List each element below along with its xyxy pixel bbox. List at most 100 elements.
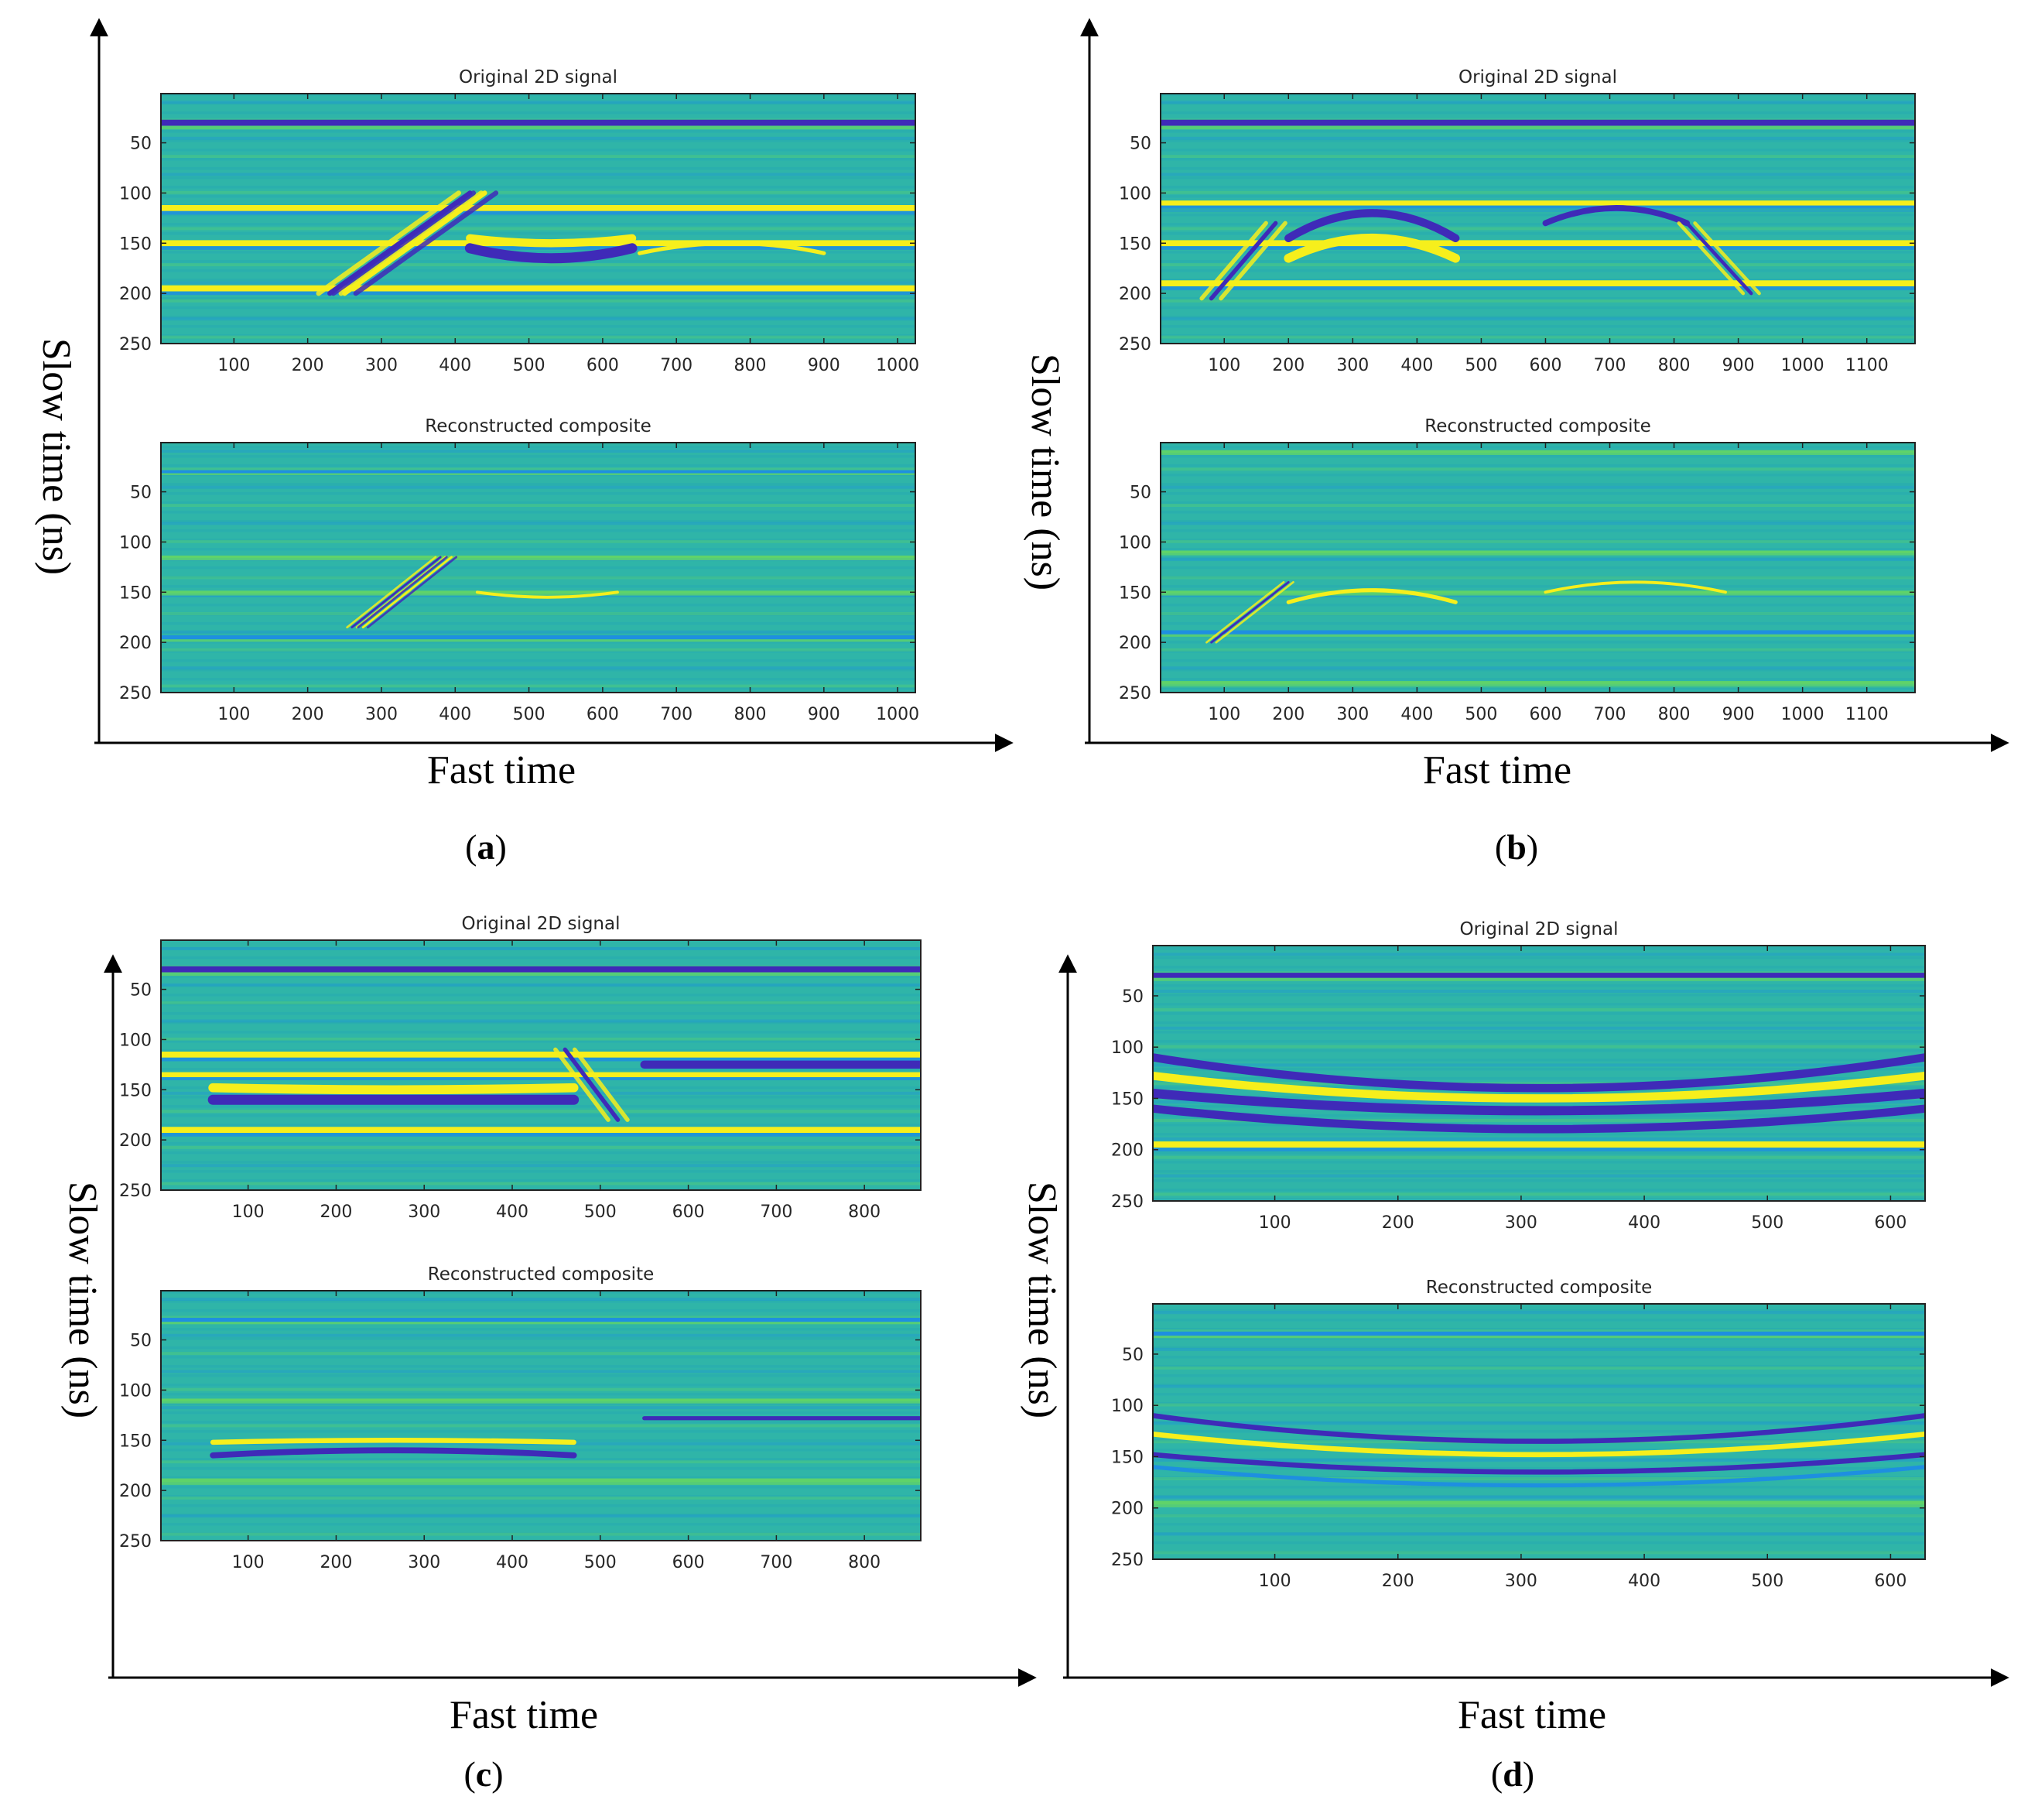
x-axis-label: Fast time bbox=[1458, 1693, 1606, 1737]
horizontal-band bbox=[161, 1051, 921, 1058]
faint-band bbox=[161, 1460, 921, 1464]
y-tick-label: 100 bbox=[1119, 533, 1151, 552]
horizontal-band-edge bbox=[161, 639, 915, 642]
faint-band bbox=[161, 1019, 921, 1023]
horizontal-band bbox=[161, 285, 915, 292]
horizontal-band bbox=[1161, 550, 1915, 554]
y-tick-label: 150 bbox=[119, 1432, 152, 1451]
y-tick-label: 50 bbox=[130, 135, 152, 154]
x-tick-label: 900 bbox=[808, 705, 840, 724]
slanted-reflection bbox=[367, 556, 458, 629]
faint-band bbox=[1153, 1347, 1925, 1351]
slanted-reflection bbox=[1215, 580, 1294, 644]
horizontal-band bbox=[1161, 590, 1915, 594]
faint-band bbox=[161, 317, 915, 321]
x-tick-label: 600 bbox=[1874, 1213, 1906, 1233]
horizontal-band bbox=[1161, 119, 1915, 126]
faint-band bbox=[161, 576, 915, 580]
x-tick-label: 400 bbox=[1628, 1572, 1660, 1591]
y-tick-label: 200 bbox=[1111, 1141, 1144, 1161]
caption-open-paren: ( bbox=[1495, 827, 1506, 867]
heatmap-background bbox=[161, 94, 915, 344]
faint-band bbox=[1153, 1137, 1925, 1141]
faint-band bbox=[1161, 155, 1915, 159]
panel-caption: (d) bbox=[1491, 1754, 1534, 1794]
hyperbolic-reflection bbox=[1284, 209, 1460, 242]
subplot-title: Reconstructed composite bbox=[428, 1264, 655, 1285]
faint-band bbox=[161, 227, 915, 231]
original-2d-signal-plot: Original 2D signal 100 200 300 400 500 600 700 8… bbox=[119, 67, 919, 375]
horizontal-band bbox=[161, 1398, 921, 1402]
x-tick-label: 100 bbox=[217, 356, 250, 375]
y-tick-label: 250 bbox=[119, 684, 152, 703]
panel-b: Original 2D signal 100 200 300 400 500 600 700 8… bbox=[1023, 18, 2009, 867]
x-tick-label: 400 bbox=[439, 356, 471, 375]
faint-band bbox=[1153, 1551, 1925, 1555]
slanted-reflection bbox=[563, 1047, 621, 1122]
x-tick-label: 100 bbox=[232, 1202, 265, 1222]
heatmap-image bbox=[1153, 1304, 1925, 1559]
faint-band bbox=[1161, 317, 1915, 321]
x-tick-label: 600 bbox=[1874, 1572, 1906, 1591]
horizontal-band bbox=[161, 1072, 921, 1078]
faint-band bbox=[161, 630, 915, 634]
plot-frame bbox=[1160, 442, 1916, 693]
x-tick-label: 100 bbox=[232, 1553, 265, 1572]
faint-band bbox=[161, 1387, 921, 1391]
x-tick-label: 500 bbox=[584, 1553, 617, 1572]
faint-band bbox=[1161, 173, 1915, 176]
plot-frame bbox=[160, 442, 916, 693]
x-tick-label: 200 bbox=[320, 1553, 352, 1572]
y-tick-label: 250 bbox=[119, 1532, 152, 1551]
x-tick-label: 700 bbox=[1594, 705, 1626, 724]
horizontal-band-edge bbox=[161, 594, 915, 596]
y-tick-label: 200 bbox=[1119, 634, 1151, 653]
caption-letter: b bbox=[1506, 827, 1527, 867]
horizontal-band-edge bbox=[1161, 594, 1915, 596]
horizontal-band-edge bbox=[1161, 125, 1915, 130]
y-tick-label: 50 bbox=[130, 1332, 152, 1351]
heatmap-background bbox=[161, 1291, 921, 1541]
faint-band bbox=[1161, 576, 1915, 580]
x-tick-label: 100 bbox=[1259, 1213, 1291, 1233]
horizontal-band bbox=[161, 555, 915, 559]
faint-band bbox=[1153, 1532, 1925, 1536]
heatmap-background bbox=[161, 443, 915, 693]
x-tick-label: 800 bbox=[1658, 356, 1691, 375]
faint-band bbox=[1161, 558, 1915, 562]
caption-letter: d bbox=[1503, 1754, 1523, 1794]
faint-band bbox=[1161, 504, 1915, 508]
caption-close-paren: ) bbox=[1523, 1754, 1534, 1794]
faint-band bbox=[1153, 953, 1925, 956]
x-tick-label: 600 bbox=[672, 1553, 705, 1572]
y-tick-label: 50 bbox=[130, 484, 152, 503]
x-tick-label: 600 bbox=[586, 705, 619, 724]
subplot-title: Reconstructed composite bbox=[425, 416, 651, 436]
x-tick-label: 800 bbox=[848, 1553, 881, 1572]
hyperbolic-reflection bbox=[210, 1438, 576, 1445]
y-tick-label: 250 bbox=[1119, 684, 1151, 703]
y-tick-label: 50 bbox=[1122, 987, 1144, 1007]
horizontal-band bbox=[1161, 681, 1915, 684]
x-tick-label: 400 bbox=[1400, 705, 1433, 724]
y-tick-label: 200 bbox=[119, 634, 152, 653]
horizontal-band bbox=[161, 1318, 921, 1322]
y-tick-label: 250 bbox=[1111, 1192, 1144, 1212]
panel-caption: (c) bbox=[463, 1754, 503, 1794]
y-tick-label: 250 bbox=[1111, 1551, 1144, 1570]
faint-band bbox=[161, 1315, 921, 1319]
slanted-reflection bbox=[1199, 221, 1268, 301]
y-tick-label: 100 bbox=[119, 1381, 152, 1401]
plot-frame bbox=[160, 939, 922, 1191]
slanted-reflection bbox=[553, 1047, 610, 1122]
y-tick-label: 150 bbox=[1111, 1448, 1144, 1467]
faint-band bbox=[161, 485, 915, 489]
faint-band bbox=[1153, 1403, 1925, 1407]
x-tick-label: 300 bbox=[1505, 1572, 1537, 1591]
horizontal-band bbox=[1161, 200, 1915, 206]
heatmap-background bbox=[1161, 443, 1915, 693]
horizontal-band-edge bbox=[161, 473, 915, 475]
y-tick-label: 250 bbox=[119, 1182, 152, 1201]
caption-close-paren: ) bbox=[491, 1754, 503, 1794]
horizontal-band bbox=[161, 1478, 921, 1483]
